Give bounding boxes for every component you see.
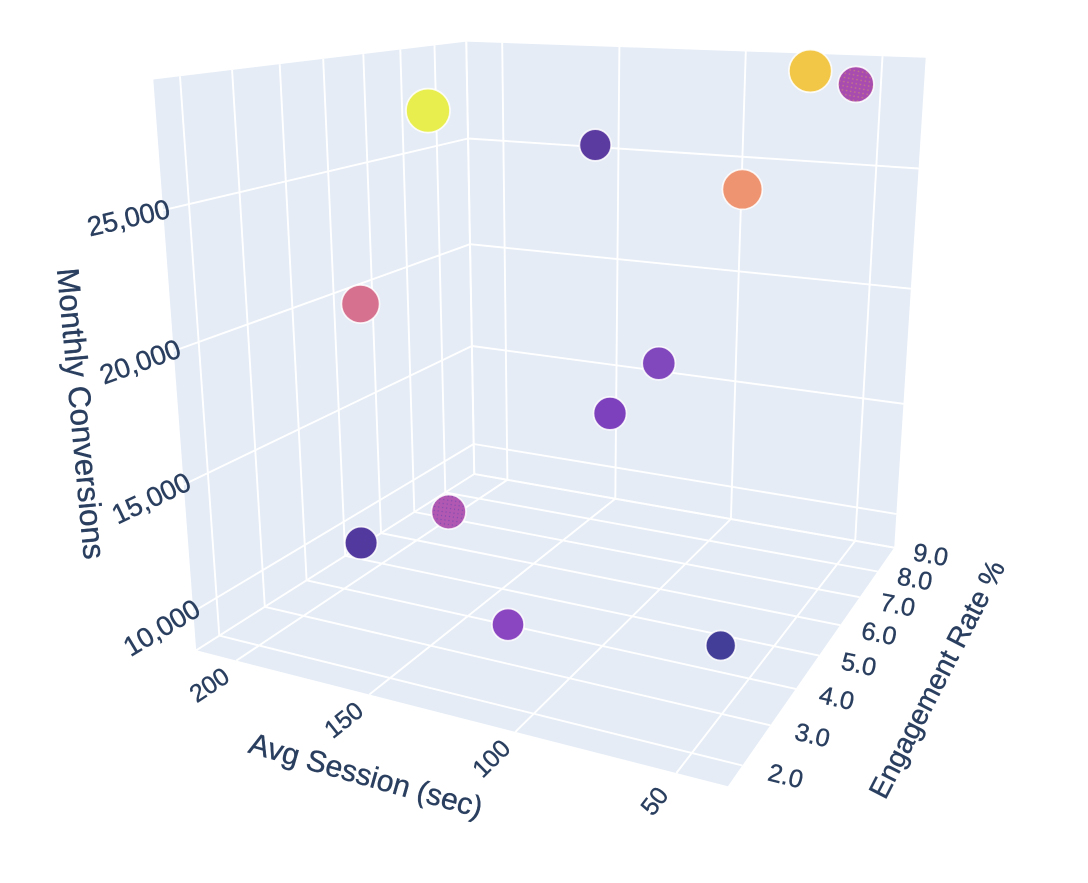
svg-text:5.0: 5.0: [839, 647, 879, 682]
svg-text:6.0: 6.0: [859, 617, 899, 651]
svg-text:4.0: 4.0: [816, 681, 856, 716]
svg-text:8.0: 8.0: [895, 562, 934, 596]
svg-text:7.0: 7.0: [878, 588, 918, 622]
svg-text:9.0: 9.0: [911, 538, 950, 572]
